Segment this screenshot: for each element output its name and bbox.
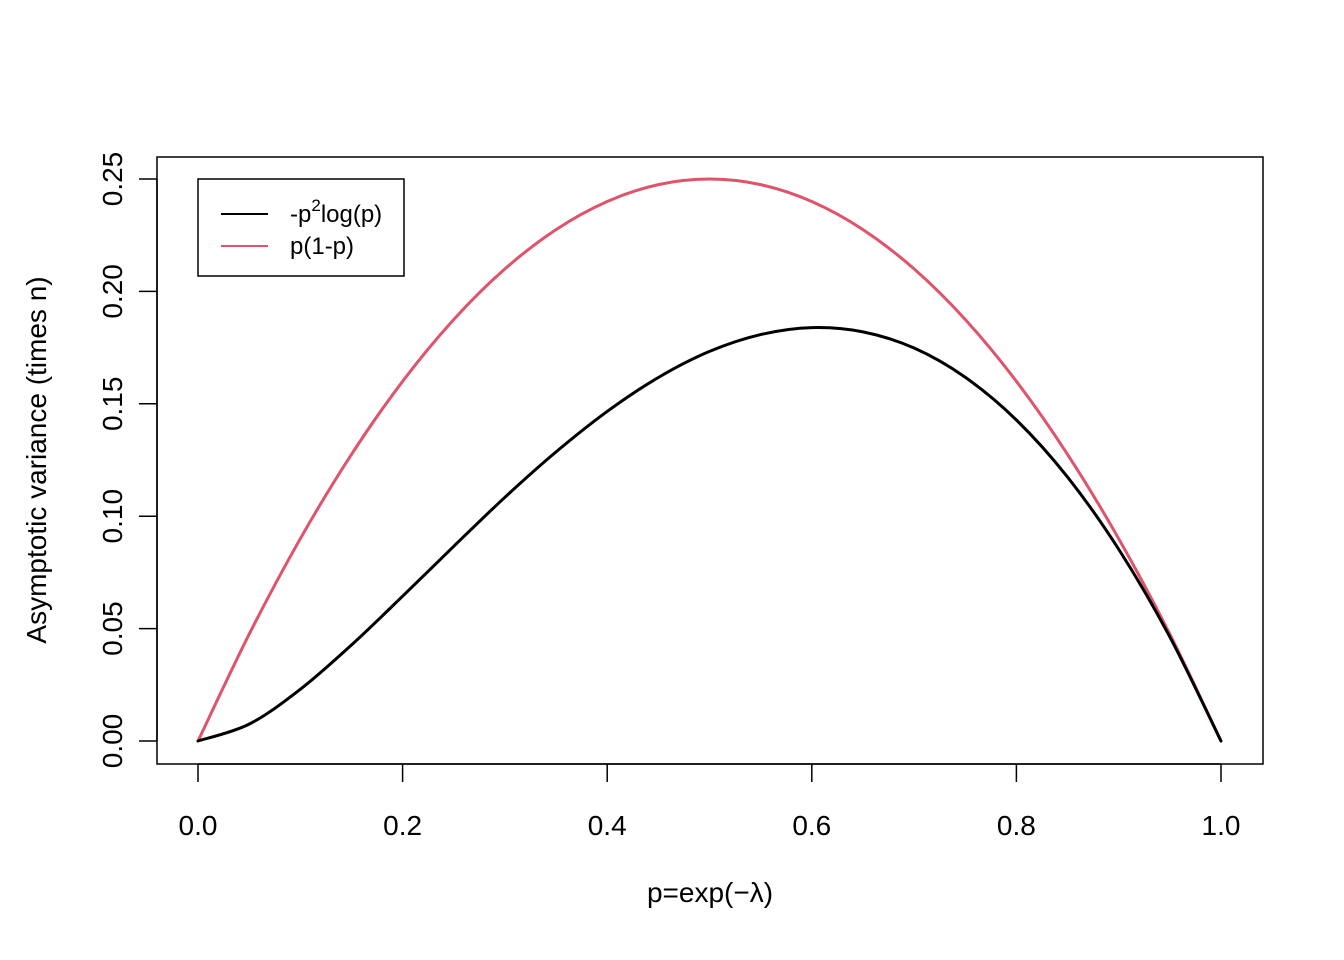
x-axis-label: p=exp(−λ): [647, 877, 773, 908]
x-tick-label: 0.0: [179, 810, 218, 841]
series-layer: [196, 177, 1223, 743]
legend-label-series-1-rest: log(p): [321, 201, 382, 228]
legend-label-series-1-main: -p: [290, 201, 311, 228]
legend-label-series-2: p(1-p): [290, 233, 354, 260]
legend-label-series-1: -p2log(p): [290, 196, 382, 228]
x-tick-label: 0.4: [588, 810, 627, 841]
y-axis: 0.00 0.05 0.10 0.15 0.20 0.25: [97, 152, 158, 769]
x-tick-label: 0.6: [792, 810, 831, 841]
y-tick-label: 0.15: [97, 377, 128, 432]
x-axis: 0.0 0.2 0.4 0.6 0.8 1.0: [179, 763, 1241, 841]
y-tick-label: 0.00: [97, 714, 128, 769]
x-tick-label: 0.8: [997, 810, 1036, 841]
legend-box: [197, 178, 405, 277]
series-line-2: [196, 177, 1223, 743]
legend: -p2log(p) p(1-p): [197, 178, 405, 277]
x-tick-label: 1.0: [1202, 810, 1241, 841]
series-line-1: [196, 326, 1223, 743]
y-tick-label: 0.25: [97, 152, 128, 207]
legend-label-series-1-sup: 2: [311, 196, 320, 215]
y-tick-label: 0.10: [97, 489, 128, 544]
x-tick-label: 0.2: [383, 810, 422, 841]
y-tick-label: 0.05: [97, 601, 128, 656]
y-axis-label: Asymptotic variance (times n): [21, 276, 52, 643]
y-tick-label: 0.20: [97, 264, 128, 319]
